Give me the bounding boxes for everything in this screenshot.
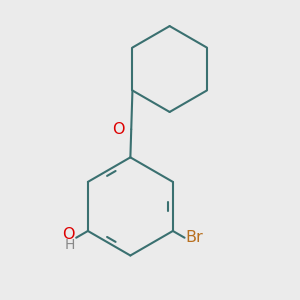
Text: O: O <box>112 122 125 137</box>
Text: H: H <box>64 238 75 252</box>
Text: Br: Br <box>186 230 203 245</box>
Text: O: O <box>62 227 75 242</box>
